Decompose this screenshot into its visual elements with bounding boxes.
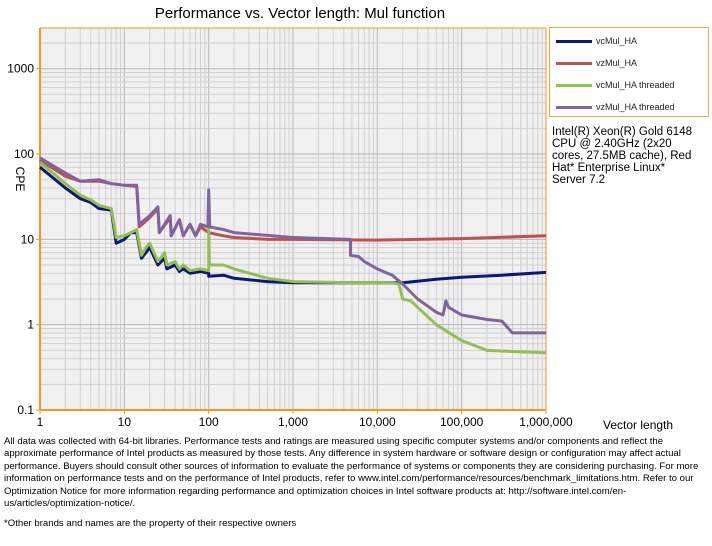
legend-entry: vzMul_HA threaded — [556, 102, 675, 112]
x-tick-label: 1,000,000 — [519, 415, 573, 429]
series-line-vzmul-ha-threaded — [39, 156, 546, 335]
disclaimer-text: All data was collected with 64-bit libra… — [4, 436, 699, 510]
x-tick-label: 10,000 — [359, 415, 396, 429]
x-axis-label: Vector length — [603, 418, 674, 432]
y-tick-label: 100 — [14, 147, 34, 161]
system-annotation: Intel(R) Xeon(R) Gold 6148 CPU @ 2.40GHz… — [552, 126, 692, 186]
x-tick-label: 1 — [37, 415, 44, 429]
y-tick-label: 1000 — [7, 62, 34, 76]
legend-label: vzMul_HA threaded — [596, 102, 675, 112]
y-tick-label: 10 — [21, 232, 35, 246]
legend-swatch — [556, 83, 592, 87]
x-tick-label: 100 — [199, 415, 219, 429]
legend-entry: vzMul_HA — [556, 58, 637, 68]
x-tick-label: 10 — [118, 415, 132, 429]
legend-entry: vcMul_HA threaded — [556, 80, 675, 90]
x-tick-label: 100,000 — [440, 415, 484, 429]
y-tick-label: 1 — [27, 318, 34, 332]
series-line-vcmul-ha-threaded — [39, 161, 547, 355]
y-axis-label: CPE — [13, 167, 27, 192]
x-tick-label: 1,000 — [278, 415, 308, 429]
legend-label: vcMul_HA threaded — [596, 80, 675, 90]
legend-entry: vcMul_HA — [556, 36, 637, 46]
y-tick-label: 0.1 — [17, 403, 34, 417]
legend-swatch — [556, 61, 592, 65]
legend: vcMul_HA vzMul_HA vcMul_HA threaded vzMul_H… — [549, 27, 709, 117]
chart-title: Performance vs. Vector length: Mul funct… — [154, 5, 446, 22]
legend-label: vcMul_HA — [596, 36, 638, 46]
footnote-text: *Other brands and names are the property… — [4, 518, 297, 529]
legend-swatch — [556, 39, 592, 43]
legend-swatch — [556, 105, 592, 109]
legend-label: vzMul_HA — [596, 58, 638, 68]
